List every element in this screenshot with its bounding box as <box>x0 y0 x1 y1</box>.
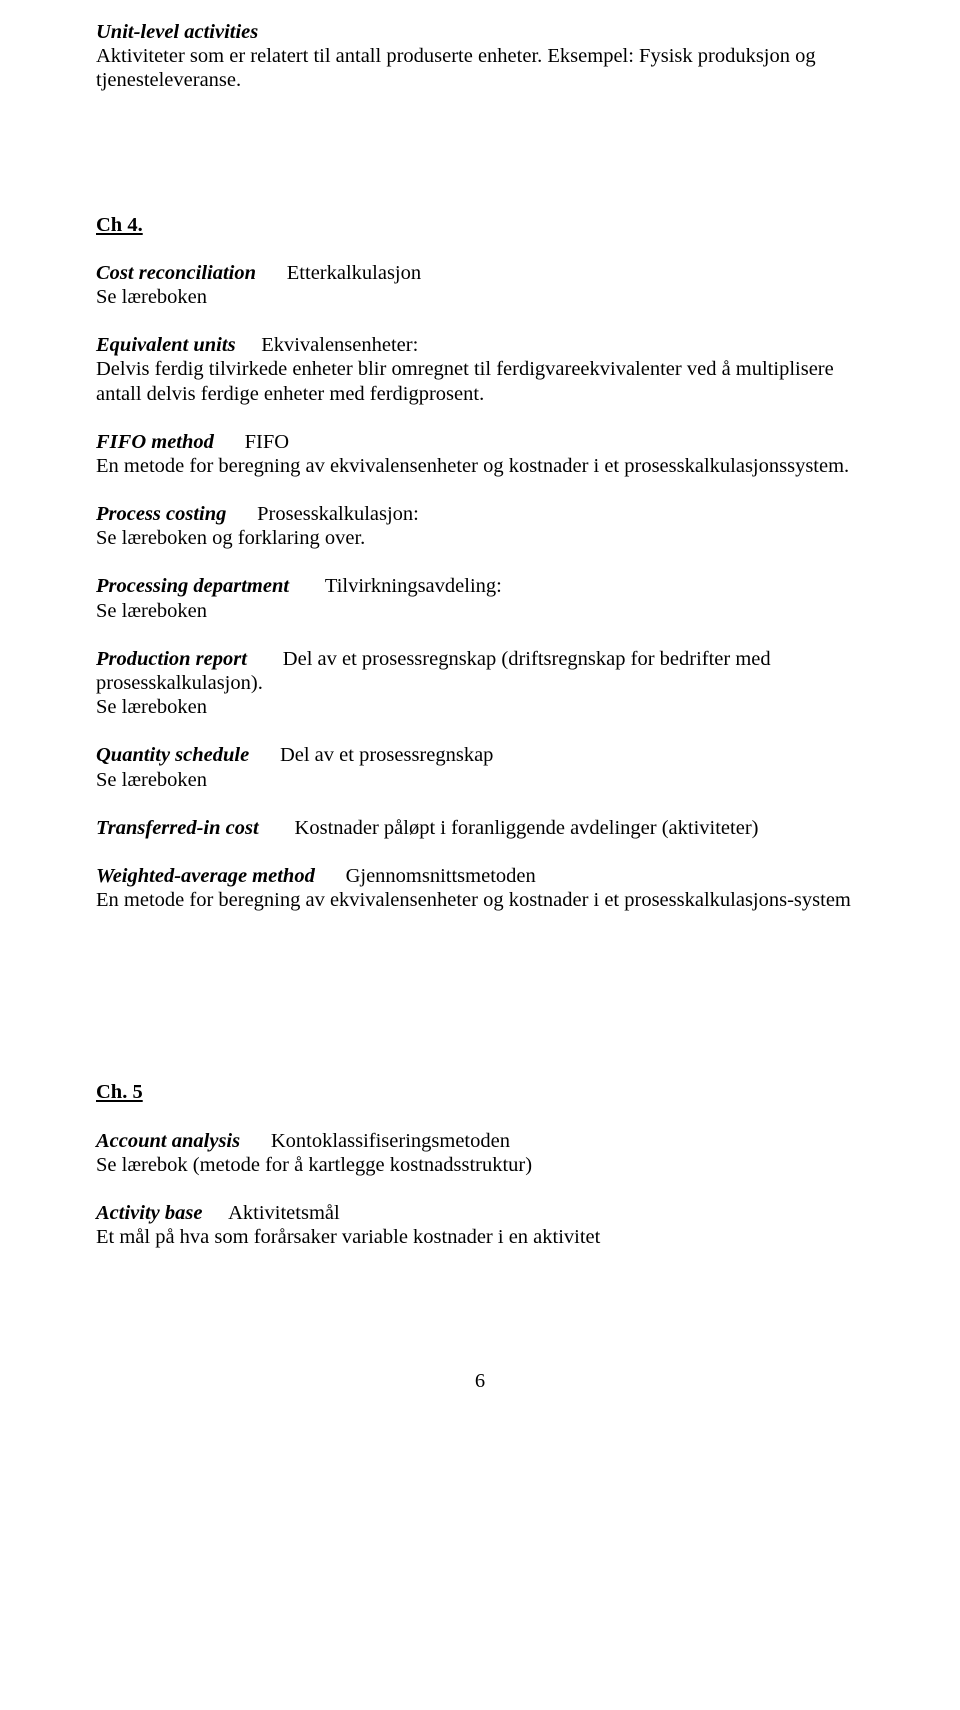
translation: Gjennomsnittsmetoden <box>320 865 536 887</box>
translation: Ekvivalensenheter: <box>241 334 419 356</box>
entry-definition: Se læreboken <box>96 285 864 309</box>
glossary-entry: Activity base Aktivitetsmål Et mål på hv… <box>96 1201 864 1249</box>
glossary-entry: Transferred-in cost Kostnader påløpt i f… <box>96 816 864 840</box>
translation: Kostnader påløpt i foranliggende avdelin… <box>264 817 759 839</box>
glossary-entry: Processing department Tilvirkningsavdeli… <box>96 574 864 622</box>
spacer <box>96 984 864 1032</box>
translation: Tilvirkningsavdeling: <box>294 575 502 597</box>
entry-definition: Se lærebok (metode for å kartlegge kostn… <box>96 1153 864 1177</box>
glossary-entry: Account analysis Kontoklassifiseringsmet… <box>96 1129 864 1177</box>
glossary-entry: Process costing Prosesskalkulasjon: Se l… <box>96 502 864 550</box>
translation: Aktivitetsmål <box>208 1202 340 1224</box>
entry-definition: Se læreboken <box>96 599 864 623</box>
spacer <box>96 117 864 165</box>
entry-definition: En metode for beregning av ekvivalensenh… <box>96 888 864 912</box>
glossary-entry: Unit-level activities Aktiviteter som er… <box>96 20 864 93</box>
entry-definition: Et mål på hva som forårsaker variable ko… <box>96 1225 864 1249</box>
term: FIFO method <box>96 431 214 453</box>
term: Unit-level activities <box>96 21 258 43</box>
translation: Etterkalkulasjon <box>261 262 421 284</box>
entry-term-line: FIFO method FIFO <box>96 430 864 454</box>
entry-term-line: Activity base Aktivitetsmål <box>96 1201 864 1225</box>
entry-definition: Se læreboken og forklaring over. <box>96 526 864 550</box>
entry-term-line: Account analysis Kontoklassifiseringsmet… <box>96 1129 864 1153</box>
term: Transferred-in cost <box>96 817 259 839</box>
chapter-heading: Ch. 5 <box>96 1080 864 1104</box>
term: Activity base <box>96 1202 202 1224</box>
entry-term-line: Transferred-in cost Kostnader påløpt i f… <box>96 816 864 840</box>
term: Account analysis <box>96 1130 240 1152</box>
glossary-entry: Cost reconciliation Etterkalkulasjon Se … <box>96 261 864 309</box>
entry-definition-pre: prosesskalkulasjon). <box>96 671 864 695</box>
entry-term-line: Process costing Prosesskalkulasjon: <box>96 502 864 526</box>
entry-definition: Delvis ferdig tilvirkede enheter blir om… <box>96 357 864 405</box>
entry-definition: Se læreboken <box>96 695 864 719</box>
translation: Kontoklassifiseringsmetoden <box>245 1130 510 1152</box>
entry-definition: En metode for beregning av ekvivalensenh… <box>96 454 864 478</box>
chapter-heading: Ch 4. <box>96 213 864 237</box>
entry-term-line: Quantity schedule Del av et prosessregns… <box>96 743 864 767</box>
entry-definition: Se læreboken <box>96 768 864 792</box>
entry-term-line: Production report Del av et prosessregns… <box>96 647 864 671</box>
term: Production report <box>96 648 247 670</box>
term: Process costing <box>96 503 226 525</box>
entry-term-line: Cost reconciliation Etterkalkulasjon <box>96 261 864 285</box>
translation: Prosesskalkulasjon: <box>232 503 419 525</box>
term: Cost reconciliation <box>96 262 256 284</box>
glossary-entry: Equivalent units Ekvivalensenheter: Delv… <box>96 333 864 406</box>
term: Quantity schedule <box>96 744 249 766</box>
translation: Del av et prosessregnskap (driftsregnska… <box>252 648 771 670</box>
translation: FIFO <box>219 431 289 453</box>
term: Equivalent units <box>96 334 236 356</box>
entry-term-line: Equivalent units Ekvivalensenheter: <box>96 333 864 357</box>
entry-term-line: Processing department Tilvirkningsavdeli… <box>96 574 864 598</box>
glossary-entry: Weighted-average method Gjennomsnittsmet… <box>96 864 864 912</box>
entry-term-line: Unit-level activities <box>96 20 864 44</box>
glossary-entry: FIFO method FIFO En metode for beregning… <box>96 430 864 478</box>
entry-definition: Aktiviteter som er relatert til antall p… <box>96 44 864 92</box>
term: Processing department <box>96 575 289 597</box>
translation: Del av et prosessregnskap <box>254 744 493 766</box>
glossary-entry: Quantity schedule Del av et prosessregns… <box>96 743 864 791</box>
glossary-entry: Production report Del av et prosessregns… <box>96 647 864 720</box>
term: Weighted-average method <box>96 865 315 887</box>
spacer <box>96 936 864 984</box>
entry-term-line: Weighted-average method Gjennomsnittsmet… <box>96 864 864 888</box>
page-number: 6 <box>96 1369 864 1393</box>
